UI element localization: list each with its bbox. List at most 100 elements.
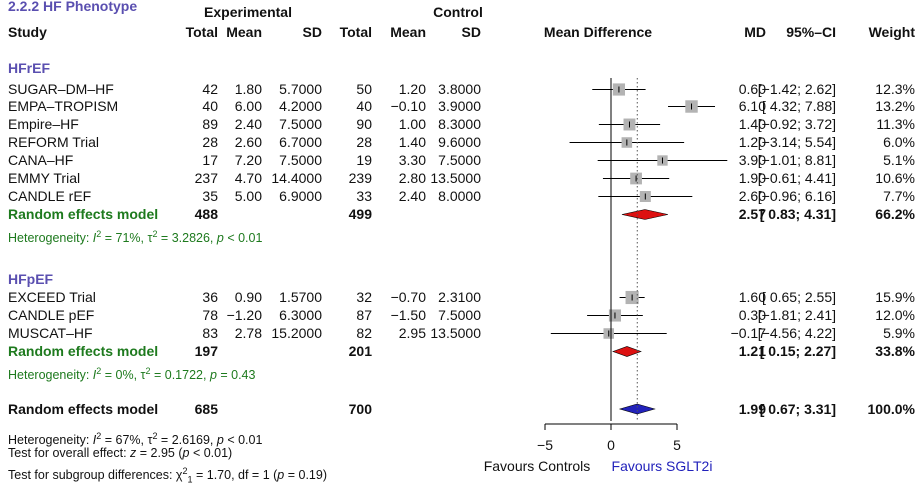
total-control: 82 <box>356 325 372 341</box>
mean-experimental: 2.60 <box>234 134 262 150</box>
study-ci: [ 0.65; 2.55] <box>762 289 836 305</box>
study-name: EMPA–TROPISM <box>8 98 119 114</box>
subgroup-pooled-diamond <box>612 346 642 357</box>
header-control-group: Control <box>433 4 483 20</box>
sd-experimental: 1.5700 <box>279 289 322 305</box>
study-weight: 11.3% <box>876 116 915 132</box>
p-symbol: p <box>182 446 190 460</box>
z-symbol: z <box>130 446 137 460</box>
study-ci: [−3.14; 5.54] <box>757 134 836 150</box>
subgroup-pooled-diamond <box>621 209 668 220</box>
subgroup-heading: HFrEF <box>8 60 50 76</box>
heterogeneity-line: Heterogeneity: I2 = 0%, τ2 = 0.1722, p =… <box>8 364 255 382</box>
random-md: 1.21 <box>738 343 766 359</box>
x-axis-tick-label: 0 <box>607 437 615 453</box>
study-md: 1.20 <box>738 134 766 150</box>
sd-experimental: 14.4000 <box>271 170 322 186</box>
sd-control: 13.5000 <box>430 170 481 186</box>
header-mean-control: Mean <box>390 24 426 40</box>
header-mean-difference: Mean Difference <box>543 24 653 40</box>
mean-experimental: 2.78 <box>234 325 262 341</box>
random-total-experimental: 197 <box>194 343 218 359</box>
overall-effect-prefix: Test for overall effect: <box>8 446 131 460</box>
mean-experimental: 6.00 <box>234 98 262 114</box>
p-symbol: p <box>216 433 224 448</box>
header-weight: Weight <box>868 24 915 40</box>
subgroup-difference-test-line: Test for subgroup differences: χ21 = 1.7… <box>8 464 327 487</box>
total-experimental: 78 <box>202 307 218 323</box>
favours-left-label: Favours Controls <box>483 458 591 474</box>
header-sd-experimental: SD <box>302 24 322 40</box>
random-effects-label: Random effects model <box>8 343 159 359</box>
mean-experimental: 1.80 <box>234 81 262 97</box>
study-weight: 13.2% <box>875 98 915 114</box>
study-ci: [−4.56; 4.22] <box>757 325 836 341</box>
total-experimental: 89 <box>202 116 218 132</box>
i2-symbol: I <box>92 433 97 448</box>
p-value: = 0.19) <box>284 468 327 483</box>
total-experimental: 40 <box>202 98 218 114</box>
study-name: CANDLE rEF <box>8 188 92 204</box>
chi-value: = 1.70, df = 1 ( <box>192 468 278 483</box>
tau2-superscript: 2 <box>145 366 151 376</box>
i2-value: = 0%, τ <box>101 368 146 383</box>
mean-control: −1.50 <box>390 307 426 323</box>
study-ci: [−0.96; 6.16] <box>757 188 836 204</box>
total-control: 87 <box>356 307 372 323</box>
sd-control: 3.9000 <box>438 98 481 114</box>
total-control: 90 <box>356 116 372 132</box>
tau2-superscript: 2 <box>152 431 158 441</box>
sd-control: 9.6000 <box>438 134 481 150</box>
mean-control: 2.80 <box>398 170 426 186</box>
mean-experimental: 5.00 <box>234 188 262 204</box>
mean-experimental: 4.70 <box>234 170 262 186</box>
p-value: < 0.01) <box>189 446 233 460</box>
tau2-value: = 0.1722, <box>150 368 210 383</box>
total-experimental: 83 <box>202 325 218 341</box>
sd-control: 8.3000 <box>438 116 481 132</box>
total-experimental: 42 <box>202 81 218 97</box>
study-md: 2.60 <box>738 188 766 204</box>
total-control: 40 <box>356 98 372 114</box>
study-name: Empire–HF <box>8 116 79 132</box>
mean-experimental: 7.20 <box>234 152 262 168</box>
mean-control: 1.00 <box>398 116 426 132</box>
p-value: < 0.01 <box>223 231 263 246</box>
overall-total-experimental: 685 <box>194 401 218 417</box>
study-name: CANA–HF <box>8 152 74 168</box>
sd-experimental: 15.2000 <box>271 325 322 341</box>
tau2-superscript: 2 <box>152 229 158 239</box>
p-value: < 0.01 <box>223 433 263 448</box>
study-name: REFORM Trial <box>8 134 99 150</box>
study-name: EMMY Trial <box>8 170 81 186</box>
study-name: CANDLE pEF <box>8 307 95 323</box>
study-md: −0.17 <box>730 325 766 341</box>
tau2-value: = 2.6169, <box>157 433 217 448</box>
header-sd-control: SD <box>461 24 481 40</box>
header-total-experimental: Total <box>185 24 218 40</box>
p-value: = 0.43 <box>216 368 256 383</box>
i2-value: = 71%, τ <box>101 231 153 246</box>
random-total-experimental: 488 <box>194 206 218 222</box>
total-experimental: 28 <box>202 134 218 150</box>
header-md: MD <box>744 24 766 40</box>
study-md: 0.30 <box>738 307 766 323</box>
heterogeneity-prefix: Heterogeneity: <box>8 368 93 383</box>
total-control: 19 <box>356 152 372 168</box>
random-effects-label: Random effects model <box>8 206 159 222</box>
p-symbol: p <box>209 368 217 383</box>
mean-experimental: 2.40 <box>234 116 262 132</box>
overall-pooled-diamond <box>618 403 656 415</box>
i2-superscript: 2 <box>96 229 102 239</box>
study-ci: [−1.81; 2.41] <box>757 307 836 323</box>
total-experimental: 237 <box>194 170 218 186</box>
overall-heterogeneity-line: Heterogeneity: I2 = 67%, τ2 = 2.6169, p … <box>8 429 262 447</box>
sd-control: 2.3100 <box>438 289 481 305</box>
sd-experimental: 5.7000 <box>279 81 322 97</box>
random-md: 2.57 <box>738 206 766 222</box>
overall-random-effects-label: Random effects model <box>8 401 159 417</box>
sd-experimental: 6.9000 <box>279 188 322 204</box>
total-control: 33 <box>356 188 372 204</box>
header-ci: 95%–CI <box>786 24 836 40</box>
